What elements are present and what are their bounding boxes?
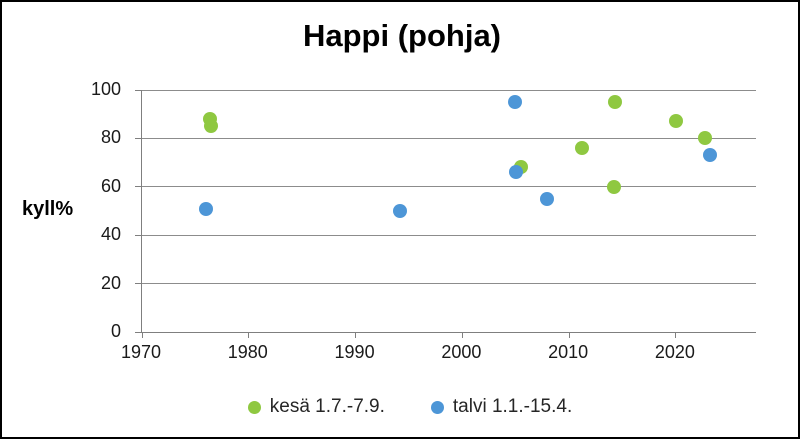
kesa-point-1977-85 (204, 119, 219, 134)
plot-area (135, 89, 756, 338)
talvi-point-1994-50 (393, 204, 408, 218)
x-tick-label-1990: 1990 (334, 342, 375, 362)
legend-item-talvi: talvi 1.1.-15.4. (430, 396, 573, 418)
x-axis-tick (248, 333, 250, 338)
y-axis-tick (135, 137, 142, 139)
gridline-y-20 (142, 283, 756, 285)
y-tick-label-40: 40 (100, 224, 121, 245)
talvi-point-2005-95 (507, 95, 522, 110)
kesa-point-2014-95 (608, 95, 623, 110)
y-axis-tick (135, 234, 142, 236)
kesa-point-2020-87 (668, 114, 683, 129)
y-axis-tick (135, 331, 142, 333)
kesa-point-2023-80 (697, 131, 712, 146)
kesa-point-2011-76 (574, 141, 589, 156)
x-tick-label-1970: 1970 (120, 342, 162, 362)
talvi-point-2023-73 (703, 148, 718, 163)
y-tick-label-0: 0 (110, 321, 121, 341)
chart-title: Happi (pohja) (302, 18, 502, 53)
talvi-point-2005-66 (508, 165, 523, 180)
y-axis-title: kyll% (22, 198, 74, 220)
gridline-y-40 (142, 234, 756, 236)
x-tick-label-1980: 1980 (227, 342, 268, 362)
talvi-series-dot-icon (430, 400, 444, 414)
legend-item-kesa: kesä 1.7.-7.9. (247, 396, 385, 418)
x-axis-tick (141, 333, 143, 338)
talvi-point-1976-51 (199, 201, 214, 216)
x-axis-tick (461, 333, 463, 338)
y-tick-label-20: 20 (100, 272, 121, 293)
y-axis-tick (135, 283, 142, 285)
talvi-point-2008-55 (539, 191, 554, 206)
x-tick-label-2020: 2020 (654, 342, 695, 362)
x-tick-label-2000: 2000 (441, 342, 482, 362)
x-axis-tick (675, 333, 677, 338)
x-axis-tick (355, 333, 357, 338)
y-tick-label-80: 80 (100, 127, 121, 148)
legend-label-kesa: kesä 1.7.-7.9. (269, 396, 385, 417)
kesa-series-dot-icon (247, 400, 261, 414)
legend-label-talvi: talvi 1.1.-15.4. (452, 396, 573, 417)
y-axis-tick (135, 89, 142, 91)
legend: kesä 1.7.-7.9. talvi 1.1.-15.4. (2, 396, 798, 418)
gridline-y-80 (142, 137, 756, 139)
gridline-y-60 (142, 186, 756, 188)
kesa-point-2014-60 (606, 179, 621, 194)
y-tick-label-100: 100 (90, 79, 121, 99)
x-axis-tick (568, 333, 570, 338)
y-axis-tick-labels: 0 20 40 60 80 100 (2, 2, 131, 437)
gridline-y-100 (142, 90, 756, 91)
x-tick-label-2010: 2010 (548, 342, 589, 362)
y-tick-label-60: 60 (100, 175, 121, 196)
y-axis-tick (135, 186, 142, 188)
